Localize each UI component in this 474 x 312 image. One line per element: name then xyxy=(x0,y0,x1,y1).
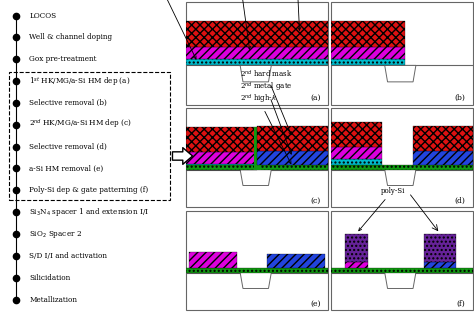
Text: (c): (c) xyxy=(310,197,321,204)
Bar xyxy=(186,272,328,310)
Bar xyxy=(257,151,328,164)
Text: LOCOS: LOCOS xyxy=(29,12,56,20)
Polygon shape xyxy=(385,66,416,82)
Bar xyxy=(186,59,328,66)
Bar xyxy=(331,47,404,59)
Bar xyxy=(331,21,404,47)
Text: SiO$_2$ Spacer 2: SiO$_2$ Spacer 2 xyxy=(29,228,82,240)
Bar xyxy=(345,234,368,261)
Polygon shape xyxy=(385,169,416,186)
Text: Si$_3$N$_4$ spacer 1 and extension I/I: Si$_3$N$_4$ spacer 1 and extension I/I xyxy=(29,206,149,218)
Bar xyxy=(331,122,382,147)
Text: Selective removal (b): Selective removal (b) xyxy=(29,99,107,107)
Bar xyxy=(189,252,237,267)
Polygon shape xyxy=(240,66,271,82)
Polygon shape xyxy=(385,272,416,289)
Bar xyxy=(345,261,368,267)
Bar xyxy=(257,126,328,151)
Bar xyxy=(186,164,328,169)
Bar xyxy=(267,254,325,267)
Text: 2$^{nd}$ hard mask: 2$^{nd}$ hard mask xyxy=(240,69,292,135)
Text: 2$^{nd}$ HK/MG/a-Si HM dep (c): 2$^{nd}$ HK/MG/a-Si HM dep (c) xyxy=(29,118,132,131)
Text: 1$^{st}$ hard mask: 1$^{st}$ hard mask xyxy=(271,0,322,30)
Bar xyxy=(254,127,261,169)
Bar xyxy=(331,59,404,66)
Polygon shape xyxy=(240,272,271,289)
Text: 1$^{st}$ metal gate: 1$^{st}$ metal gate xyxy=(212,0,263,49)
Text: Metallization: Metallization xyxy=(29,295,77,304)
Bar xyxy=(186,163,257,169)
Bar xyxy=(331,267,473,272)
Bar xyxy=(424,261,456,267)
Text: Silicidation: Silicidation xyxy=(29,274,71,282)
Text: Poly-Si dep & gate patterning (f): Poly-Si dep & gate patterning (f) xyxy=(29,186,148,194)
Bar xyxy=(186,66,328,105)
Text: 2$^{nd}$ high-$k$: 2$^{nd}$ high-$k$ xyxy=(240,93,291,164)
Bar xyxy=(331,66,473,105)
Text: poly-Si: poly-Si xyxy=(359,187,405,231)
Bar xyxy=(186,21,328,47)
Polygon shape xyxy=(240,169,271,186)
Bar xyxy=(186,152,257,163)
Text: 1$^{st}$ high-$k$: 1$^{st}$ high-$k$ xyxy=(137,0,196,59)
Text: (d): (d) xyxy=(455,197,465,204)
Bar xyxy=(331,158,382,164)
Bar xyxy=(186,47,328,59)
FancyArrowPatch shape xyxy=(173,148,192,164)
Text: 2$^{nd}$ metal gate: 2$^{nd}$ metal gate xyxy=(240,81,293,154)
Text: (a): (a) xyxy=(310,93,321,101)
Text: Well & channel doping: Well & channel doping xyxy=(29,33,112,41)
Text: Gox pre-treatment: Gox pre-treatment xyxy=(29,55,97,63)
Text: (f): (f) xyxy=(457,300,465,307)
Bar xyxy=(424,234,456,261)
Text: a-Si HM removal (e): a-Si HM removal (e) xyxy=(29,164,103,173)
Bar xyxy=(331,164,473,169)
Bar xyxy=(331,169,473,207)
Text: Selective removal (d): Selective removal (d) xyxy=(29,143,107,151)
Bar xyxy=(331,147,382,158)
Bar xyxy=(186,267,328,272)
Text: (e): (e) xyxy=(310,300,321,307)
Bar xyxy=(186,169,328,207)
Bar xyxy=(413,151,473,164)
Text: (b): (b) xyxy=(455,93,465,101)
Bar xyxy=(186,127,257,152)
Text: S/D I/I and activation: S/D I/I and activation xyxy=(29,252,107,260)
Text: 1$^{st}$ HK/MG/a-Si HM dep (a): 1$^{st}$ HK/MG/a-Si HM dep (a) xyxy=(29,75,130,88)
Bar xyxy=(413,126,473,151)
Bar xyxy=(331,272,473,310)
